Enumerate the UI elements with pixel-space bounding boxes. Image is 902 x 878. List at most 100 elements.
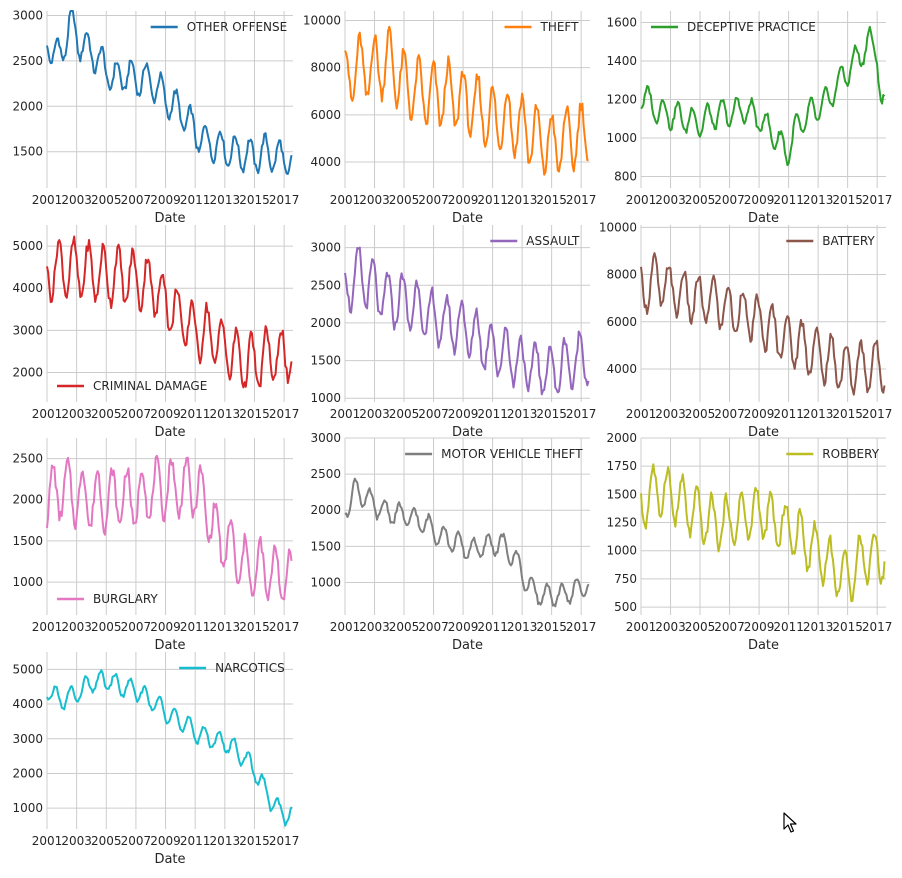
series-line	[46, 454, 293, 602]
x-tick-label: 2009	[448, 407, 479, 421]
x-tick-label: 2003	[655, 407, 686, 421]
x-tick-label: 2017	[269, 407, 300, 421]
x-tick-label: 2007	[418, 193, 449, 207]
x-tick-label: 2007	[121, 834, 152, 848]
y-tick-label: 2000	[310, 503, 341, 517]
x-axis-label: Date	[154, 638, 185, 653]
y-tick-label: 5000	[12, 662, 43, 676]
x-tick-label: 2013	[507, 407, 538, 421]
y-tick-label: 2500	[12, 452, 43, 466]
x-tick-label: 2015	[832, 193, 863, 207]
x-tick-label: 2017	[862, 193, 893, 207]
y-tick-label: 2500	[310, 278, 341, 292]
x-tick-label: 2017	[862, 620, 893, 634]
y-tick-label: 2500	[12, 54, 43, 68]
x-tick-label: 2001	[330, 407, 361, 421]
x-tick-label: 2003	[655, 620, 686, 634]
legend: ASSAULT	[490, 234, 580, 248]
x-tick-label: 2009	[150, 620, 181, 634]
x-tick-label: 2005	[91, 620, 122, 634]
y-tick-label: 2000	[606, 431, 637, 445]
y-tick-label: 4000	[310, 155, 341, 169]
x-tick-label: 2015	[832, 407, 863, 421]
x-tick-label: 2015	[239, 193, 270, 207]
x-tick-label: 2009	[744, 407, 775, 421]
x-tick-label: 2001	[32, 193, 63, 207]
x-axis-label: Date	[452, 638, 483, 653]
legend-label: BATTERY	[822, 234, 875, 248]
x-tick-label: 2017	[566, 620, 597, 634]
x-tick-label: 2007	[121, 620, 152, 634]
chart-panel-1: 2001 2003 2005 2007 2009 2011 2013 2015 2017 1500…	[12, 9, 299, 226]
legend-label: CRIMINAL DAMAGE	[93, 379, 207, 393]
x-tick-label: 2011	[180, 193, 211, 207]
x-tick-label: 2003	[61, 834, 92, 848]
x-tick-label: 2003	[61, 407, 92, 421]
y-tick-label: 3000	[310, 241, 341, 255]
legend-label: NARCOTICS	[215, 661, 285, 675]
x-axis-label: Date	[748, 425, 779, 440]
y-tick-label: 1500	[310, 539, 341, 553]
x-tick-label: 2013	[210, 407, 241, 421]
x-tick-label: 2005	[389, 620, 420, 634]
x-tick-label: 2005	[91, 834, 122, 848]
x-tick-label: 2011	[773, 407, 804, 421]
y-tick-label: 2000	[12, 99, 43, 113]
y-tick-label: 1500	[12, 145, 43, 159]
x-tick-label: 2007	[714, 407, 745, 421]
x-tick-label: 2017	[269, 620, 300, 634]
x-tick-label: 2017	[566, 193, 597, 207]
x-tick-label: 2007	[714, 620, 745, 634]
x-tick-label: 2007	[121, 193, 152, 207]
x-tick-label: 2005	[685, 193, 716, 207]
y-tick-label: 6000	[310, 108, 341, 122]
legend: THEFT	[504, 20, 579, 34]
series-line	[640, 463, 886, 603]
y-tick-label: 1500	[12, 534, 43, 548]
x-tick-label: 2013	[507, 193, 538, 207]
y-tick-label: 2000	[12, 766, 43, 780]
x-tick-label: 2005	[685, 620, 716, 634]
x-tick-label: 2005	[389, 193, 420, 207]
x-tick-label: 2005	[685, 407, 716, 421]
series-line	[640, 25, 886, 167]
series-line	[46, 10, 293, 175]
x-tick-label: 2011	[477, 407, 508, 421]
plot-area	[345, 225, 590, 402]
legend: CRIMINAL DAMAGE	[57, 379, 207, 393]
x-tick-label: 2015	[239, 407, 270, 421]
y-tick-label: 1400	[606, 54, 637, 68]
x-tick-label: 2007	[418, 407, 449, 421]
y-tick-label: 3000	[12, 9, 43, 23]
y-tick-label: 6000	[606, 315, 637, 329]
series-line	[344, 477, 590, 608]
plot-area	[641, 438, 886, 615]
y-tick-label: 5000	[12, 239, 43, 253]
x-tick-label: 2015	[536, 620, 567, 634]
x-tick-label: 2011	[180, 407, 211, 421]
x-tick-label: 2011	[477, 620, 508, 634]
x-tick-label: 2003	[61, 193, 92, 207]
x-tick-label: 2003	[655, 193, 686, 207]
x-tick-label: 2009	[150, 193, 181, 207]
legend: NARCOTICS	[179, 661, 285, 675]
x-axis-label: Date	[748, 211, 779, 226]
y-tick-label: 10000	[599, 220, 637, 234]
legend-label: BURGLARY	[93, 592, 158, 606]
chart-panel-10: 2001 2003 2005 2007 2009 2011 2013 2015 2017 1000…	[12, 652, 299, 867]
y-tick-label: 4000	[12, 697, 43, 711]
legend: BATTERY	[786, 234, 875, 248]
legend: BURGLARY	[57, 592, 158, 606]
x-tick-label: 2013	[803, 193, 834, 207]
x-tick-label: 2017	[566, 407, 597, 421]
x-tick-label: 2011	[477, 193, 508, 207]
y-tick-label: 2000	[310, 316, 341, 330]
x-tick-label: 2001	[626, 193, 657, 207]
x-tick-label: 2011	[180, 834, 211, 848]
x-tick-label: 2003	[359, 193, 390, 207]
